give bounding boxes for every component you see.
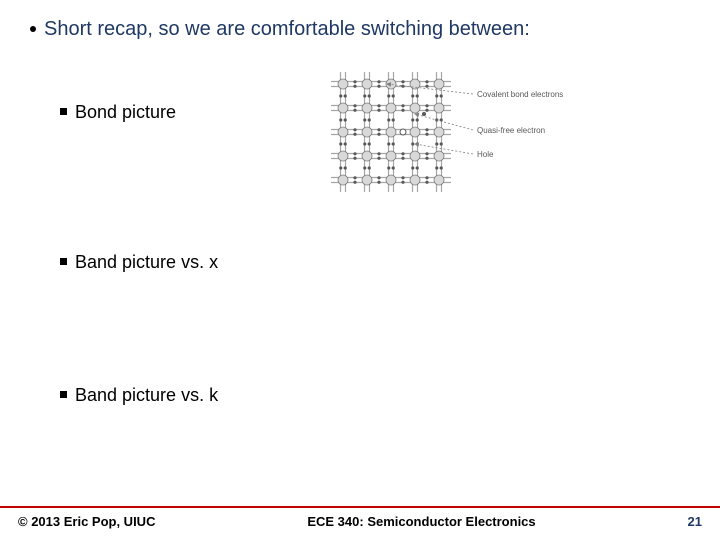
slide: Short recap, so we are comfortable switc… [0, 0, 720, 540]
sub-bullet-text: Band picture vs. x [75, 252, 218, 273]
sub-bullet-band-vs-k: Band picture vs. k [60, 385, 218, 406]
bullet-square-icon [60, 391, 67, 398]
footer-copyright: © 2013 Eric Pop, UIUC [18, 514, 155, 529]
svg-text:Covalent bond electrons: Covalent bond electrons [477, 90, 563, 99]
main-bullet-text: Short recap, so we are comfortable switc… [44, 18, 530, 41]
sub-bullet-text: Band picture vs. k [75, 385, 218, 406]
footer: © 2013 Eric Pop, UIUC ECE 340: Semicondu… [0, 514, 720, 529]
main-bullet: Short recap, so we are comfortable switc… [30, 18, 530, 41]
bullet-square-icon [60, 258, 67, 265]
footer-page-number: 21 [688, 514, 702, 529]
footer-course-title: ECE 340: Semiconductor Electronics [307, 514, 535, 529]
bond-lattice-svg: Covalent bond electrons Quasi-free electr… [325, 72, 595, 202]
sub-bullet-band-vs-x: Band picture vs. x [60, 252, 218, 273]
svg-text:Quasi-free electron: Quasi-free electron [477, 126, 545, 135]
sub-bullet-bond-picture: Bond picture [60, 102, 176, 123]
svg-text:Hole: Hole [477, 150, 494, 159]
footer-divider [0, 506, 720, 508]
bullet-square-icon [60, 108, 67, 115]
bond-lattice-diagram: Covalent bond electrons Quasi-free electr… [325, 72, 595, 202]
bullet-dot-icon [30, 26, 36, 32]
sub-bullet-text: Bond picture [75, 102, 176, 123]
